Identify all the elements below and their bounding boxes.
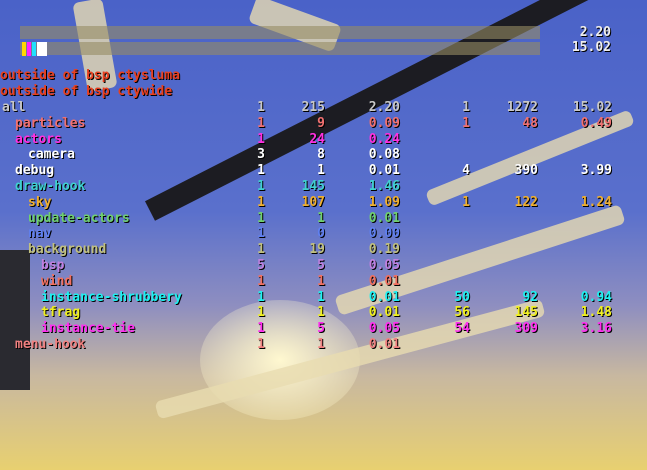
row-value: 3.16: [580, 321, 612, 337]
row-label: particles: [15, 115, 86, 131]
row-value: 54: [454, 321, 470, 337]
row-value: 9: [317, 115, 325, 131]
row-value: 1.46: [368, 179, 400, 194]
row-value: 0.94: [580, 289, 612, 305]
row-value: 1: [257, 337, 265, 352]
row-label: wind: [41, 273, 73, 289]
row-value: 5: [317, 258, 325, 273]
row-value: 1: [257, 305, 265, 321]
row-value: 1: [257, 179, 265, 194]
row-label: all: [2, 100, 26, 115]
row-label: sky: [28, 194, 52, 210]
timing-swatch: [27, 42, 31, 56]
row-value: 3.99: [580, 163, 612, 179]
row-value: 1: [257, 115, 265, 131]
row-value: 0.08: [368, 147, 400, 163]
total-time-bar: [20, 42, 540, 55]
row-value: 1272: [506, 100, 538, 115]
row-value: 1: [462, 194, 470, 210]
row-value: 1.24: [580, 194, 612, 210]
row-value: 50: [454, 289, 470, 305]
row-value: 0.19: [368, 242, 400, 258]
row-value: 1: [317, 210, 325, 226]
row-label: camera: [28, 147, 75, 163]
row-label: background: [28, 242, 107, 258]
row-value: 2.20: [368, 100, 400, 115]
row-value: 3: [257, 147, 265, 163]
total-time: 15.02: [571, 40, 611, 55]
row-value: 0.05: [368, 321, 400, 337]
row-value: 107: [301, 194, 325, 210]
row-label: bsp: [41, 258, 65, 273]
timing-swatch: [37, 42, 47, 56]
row-value: 92: [522, 289, 538, 305]
row-value: 1: [317, 305, 325, 321]
row-value: 1: [462, 115, 470, 131]
row-label: debug: [15, 163, 55, 179]
row-value: 24: [309, 131, 325, 147]
timing-swatch: [22, 42, 26, 56]
row-value: 1: [317, 273, 325, 289]
row-value: 145: [301, 179, 325, 194]
row-value: 1: [317, 163, 325, 179]
row-value: 5: [257, 258, 265, 273]
row-value: 0.09: [368, 115, 400, 131]
status-line: outside of bsp ctysluma: [0, 68, 181, 83]
row-value: 1: [257, 226, 265, 242]
row-value: 0.49: [580, 115, 612, 131]
row-label: actors: [15, 131, 62, 147]
row-value: 0.24: [368, 131, 400, 147]
row-value: 1.48: [580, 305, 612, 321]
row-value: 215: [301, 100, 325, 115]
row-value: 1.09: [368, 194, 400, 210]
row-value: 1: [462, 100, 470, 115]
frame-time-bar: [20, 26, 540, 39]
row-label: menu-hook: [15, 337, 86, 352]
row-value: 4: [462, 163, 470, 179]
row-value: 122: [514, 194, 538, 210]
row-value: 1: [257, 100, 265, 115]
row-value: 1: [257, 210, 265, 226]
row-label: instance-tie: [41, 321, 135, 337]
row-value: 1: [257, 289, 265, 305]
row-value: 1: [257, 242, 265, 258]
row-value: 1: [317, 289, 325, 305]
row-value: 0.01: [368, 163, 400, 179]
row-value: 1: [257, 163, 265, 179]
row-value: 0.01: [368, 210, 400, 226]
row-label: update-actors: [28, 210, 130, 226]
row-value: 1: [257, 131, 265, 147]
row-value: 0.05: [368, 258, 400, 273]
row-value: 1: [257, 321, 265, 337]
row-value: 19: [309, 242, 325, 258]
row-label: nav: [28, 226, 52, 242]
row-value: 0.00: [368, 226, 400, 242]
row-value: 1: [257, 273, 265, 289]
row-value: 0.01: [368, 289, 400, 305]
row-value: 1: [257, 194, 265, 210]
row-value: 390: [514, 163, 538, 179]
row-value: 0.01: [368, 305, 400, 321]
row-value: 309: [514, 321, 538, 337]
row-value: 1: [317, 337, 325, 352]
row-value: 145: [514, 305, 538, 321]
row-value: 48: [522, 115, 538, 131]
status-line: outside of bsp ctywide: [0, 84, 173, 99]
row-label: tfrag: [41, 305, 81, 321]
row-label: instance-shrubbery: [41, 289, 182, 305]
timing-swatch: [32, 42, 36, 56]
row-value: 0.01: [368, 273, 400, 289]
row-value: 8: [317, 147, 325, 163]
row-value: 56: [454, 305, 470, 321]
row-value: 0: [317, 226, 325, 242]
frame-time: 2.20: [579, 25, 611, 40]
pipe-post: [0, 250, 30, 390]
row-label: draw-hook: [15, 179, 86, 194]
row-value: 5: [317, 321, 325, 337]
row-value: 0.01: [368, 337, 400, 352]
row-value: 15.02: [572, 100, 612, 115]
